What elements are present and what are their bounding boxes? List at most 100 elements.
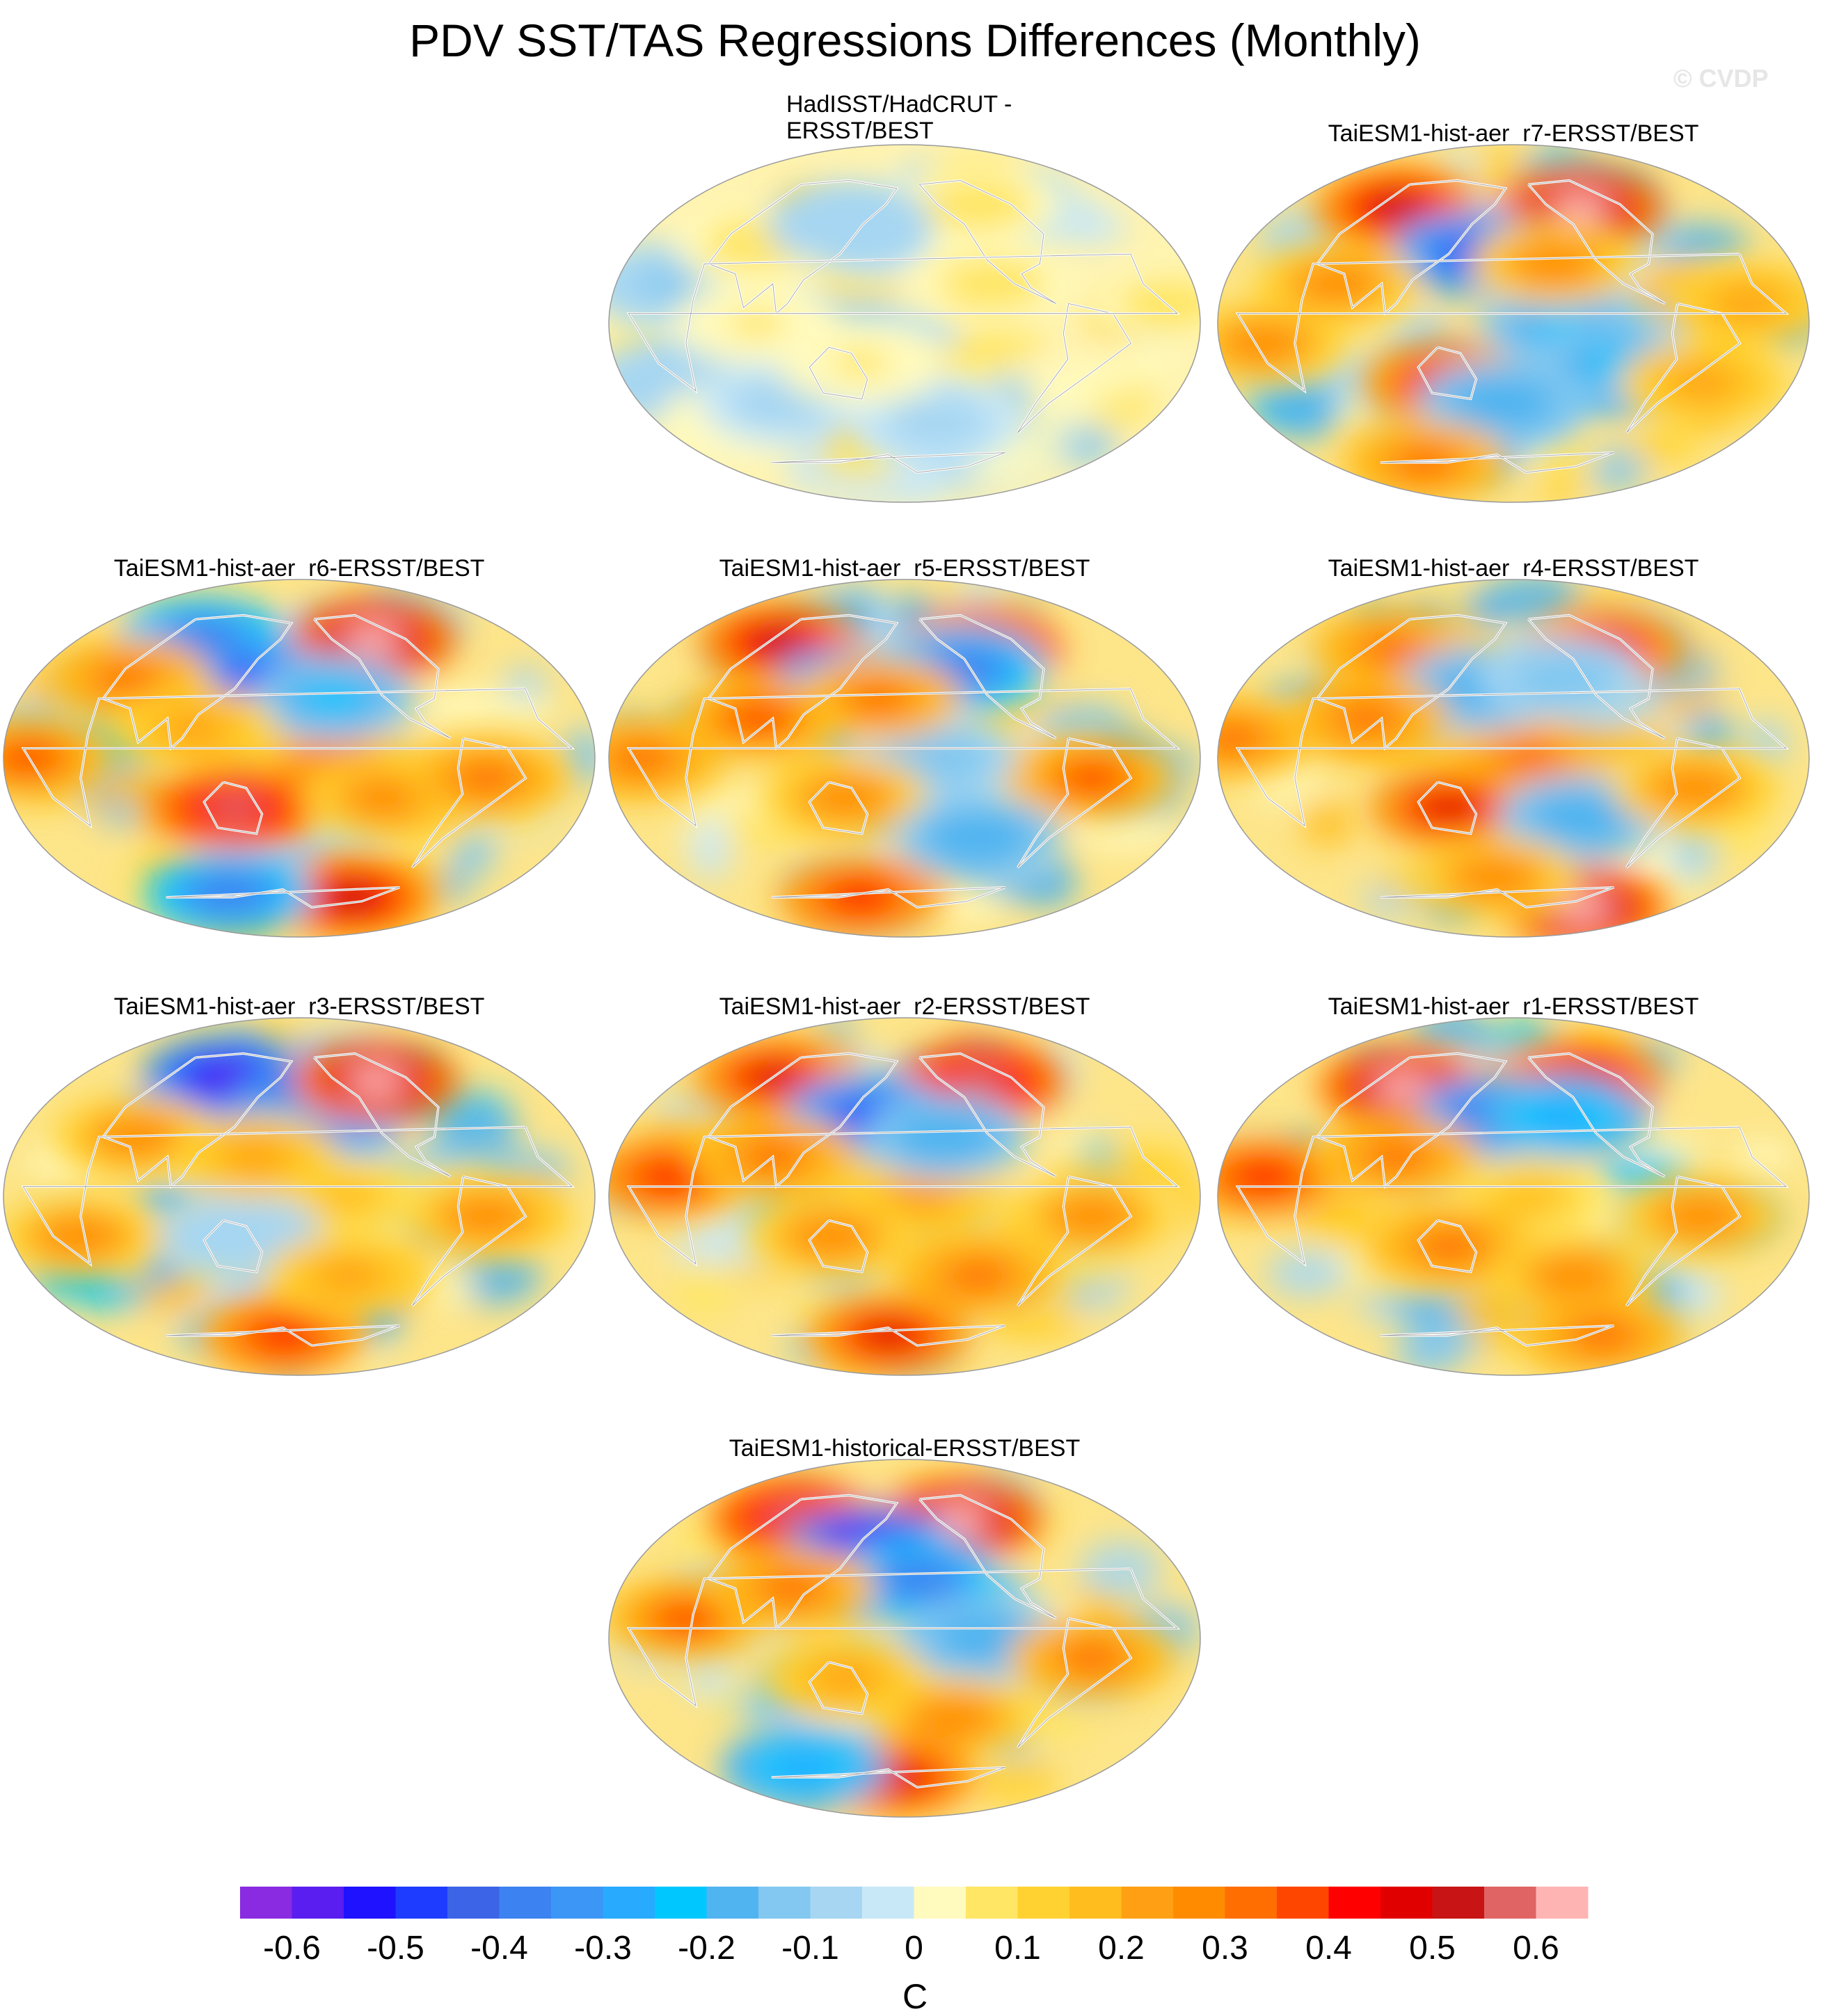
anomaly-region [1362, 634, 1422, 664]
colorbar-segment [1432, 1887, 1485, 1919]
anomaly-region [200, 879, 259, 909]
anomaly-region [50, 1222, 109, 1251]
anomaly-region [1533, 1102, 1592, 1132]
coastline-outline [1626, 738, 1740, 868]
coastline-outline [1017, 1176, 1131, 1306]
coastline-outline [708, 1053, 898, 1187]
coastline-outline [203, 1219, 263, 1272]
anomaly-region [457, 1201, 516, 1231]
coastline-outline [1236, 688, 1788, 827]
coastline-outline [102, 614, 292, 749]
coastline-outline [919, 614, 1056, 739]
field-texture [1394, 1295, 1461, 1328]
colorbar-segment [499, 1887, 552, 1919]
anomaly-region [1718, 289, 1777, 319]
coastline-outline [1417, 1219, 1477, 1272]
anomaly-region [916, 1122, 975, 1152]
anomaly-region [848, 684, 907, 714]
coastline-outline [1626, 1176, 1740, 1306]
coastline-outline [1017, 1618, 1131, 1748]
map-border [608, 1017, 1201, 1376]
coastline-outline [1236, 1126, 1788, 1265]
coastline-outline [1528, 179, 1665, 304]
colorbar-segment [1017, 1887, 1070, 1919]
panel-title: TaiESM1-hist-aer_r6-ERSST/BEST [113, 555, 485, 582]
coastline-outline [628, 1126, 1179, 1265]
anomaly-region [1500, 744, 1559, 773]
coastline-outline [22, 688, 573, 827]
anomaly-region [889, 1564, 948, 1594]
map-heatmap [608, 144, 1201, 503]
coastline-outline [22, 1126, 573, 1265]
field-texture [1260, 378, 1343, 439]
coastline-outline [1316, 614, 1506, 749]
anomaly-region [948, 1261, 1008, 1291]
panel-title: TaiESM1-hist-aer_r1-ERSST/BEST [1328, 993, 1699, 1020]
coastline-outline [412, 1176, 526, 1306]
map-border [1217, 579, 1810, 938]
colorbar-segment [1225, 1887, 1278, 1919]
anomaly-region [907, 408, 966, 438]
colorbar-segment [1381, 1887, 1433, 1919]
anomaly-region [1573, 1320, 1632, 1350]
field-texture [508, 694, 552, 726]
field-texture [1730, 1140, 1793, 1173]
map-border [3, 1017, 596, 1376]
anomaly-region [948, 823, 1008, 853]
anomaly-region [1472, 388, 1531, 418]
colorbar-segment [1536, 1887, 1589, 1919]
field-texture [438, 1102, 518, 1156]
anomaly-region [831, 882, 890, 912]
field-texture [962, 1752, 1059, 1809]
map-panel: TaiESM1-hist-aer_r4-ERSST/BEST [1214, 529, 1813, 946]
map-panel: TaiESM1-hist-aer_r7-ERSST/BEST [1214, 94, 1813, 511]
coastline-outline [919, 1053, 1056, 1177]
coastline-outline [314, 1053, 451, 1177]
anomaly-region [347, 1066, 406, 1096]
colorbar-segment [447, 1887, 500, 1919]
colorbar-segment [603, 1887, 655, 1919]
anomaly-region [750, 628, 809, 658]
anomaly-region [891, 1182, 950, 1211]
coastline-outline [771, 452, 1005, 473]
coastline-outline [628, 253, 1179, 392]
panel-title: TaiESM1-hist-aer_r2-ERSST/BEST [719, 993, 1090, 1020]
anomaly-region [206, 793, 265, 823]
field-texture [412, 686, 520, 727]
map-border [3, 579, 596, 938]
anomaly-region [820, 209, 880, 239]
field-texture [684, 1648, 733, 1699]
anomaly-region [762, 1574, 821, 1603]
colorbar-segment [706, 1887, 759, 1919]
coastline-outline [1380, 1325, 1614, 1346]
colorbar-segment [551, 1887, 603, 1919]
field-texture [1038, 703, 1128, 742]
coastline-outline [1626, 303, 1740, 433]
anomaly-region [164, 714, 223, 744]
anomaly-region [211, 1222, 270, 1251]
anomaly-region [1552, 803, 1611, 833]
coastline-outline [1417, 781, 1477, 834]
anomaly-region [1367, 1142, 1426, 1171]
colorbar-tick-label: 0.4 [1305, 1930, 1352, 1967]
anomaly-region [1063, 1201, 1122, 1231]
coastline-outline [412, 738, 526, 868]
map-panel: TaiESM1-hist-aer_r2-ERSST/BEST [605, 967, 1204, 1384]
coastline-outline [708, 1494, 898, 1629]
field-texture [1666, 822, 1718, 882]
coastline-outline [708, 614, 898, 749]
anomaly-region [358, 783, 417, 813]
anomaly-region [1369, 193, 1428, 223]
anomaly-region [1063, 763, 1122, 793]
anomaly-region [173, 624, 232, 654]
figure-title: PDV SST/TAS Regressions Differences (Mon… [409, 15, 1421, 66]
colorbar-segment [1277, 1887, 1329, 1919]
colorbar-segment [966, 1887, 1018, 1919]
map-heatmap [3, 579, 596, 938]
colorbar-tick-label: 0.3 [1202, 1930, 1248, 1967]
colorbar-tick-label: 0 [905, 1930, 923, 1967]
panel-title: TaiESM1-hist-aer_r5-ERSST/BEST [719, 555, 1090, 582]
anomaly-region [1234, 328, 1293, 358]
map-panel: TaiESM1-hist-aer_r3-ERSST/BEST [0, 967, 598, 1384]
coastline-outline [809, 781, 868, 834]
